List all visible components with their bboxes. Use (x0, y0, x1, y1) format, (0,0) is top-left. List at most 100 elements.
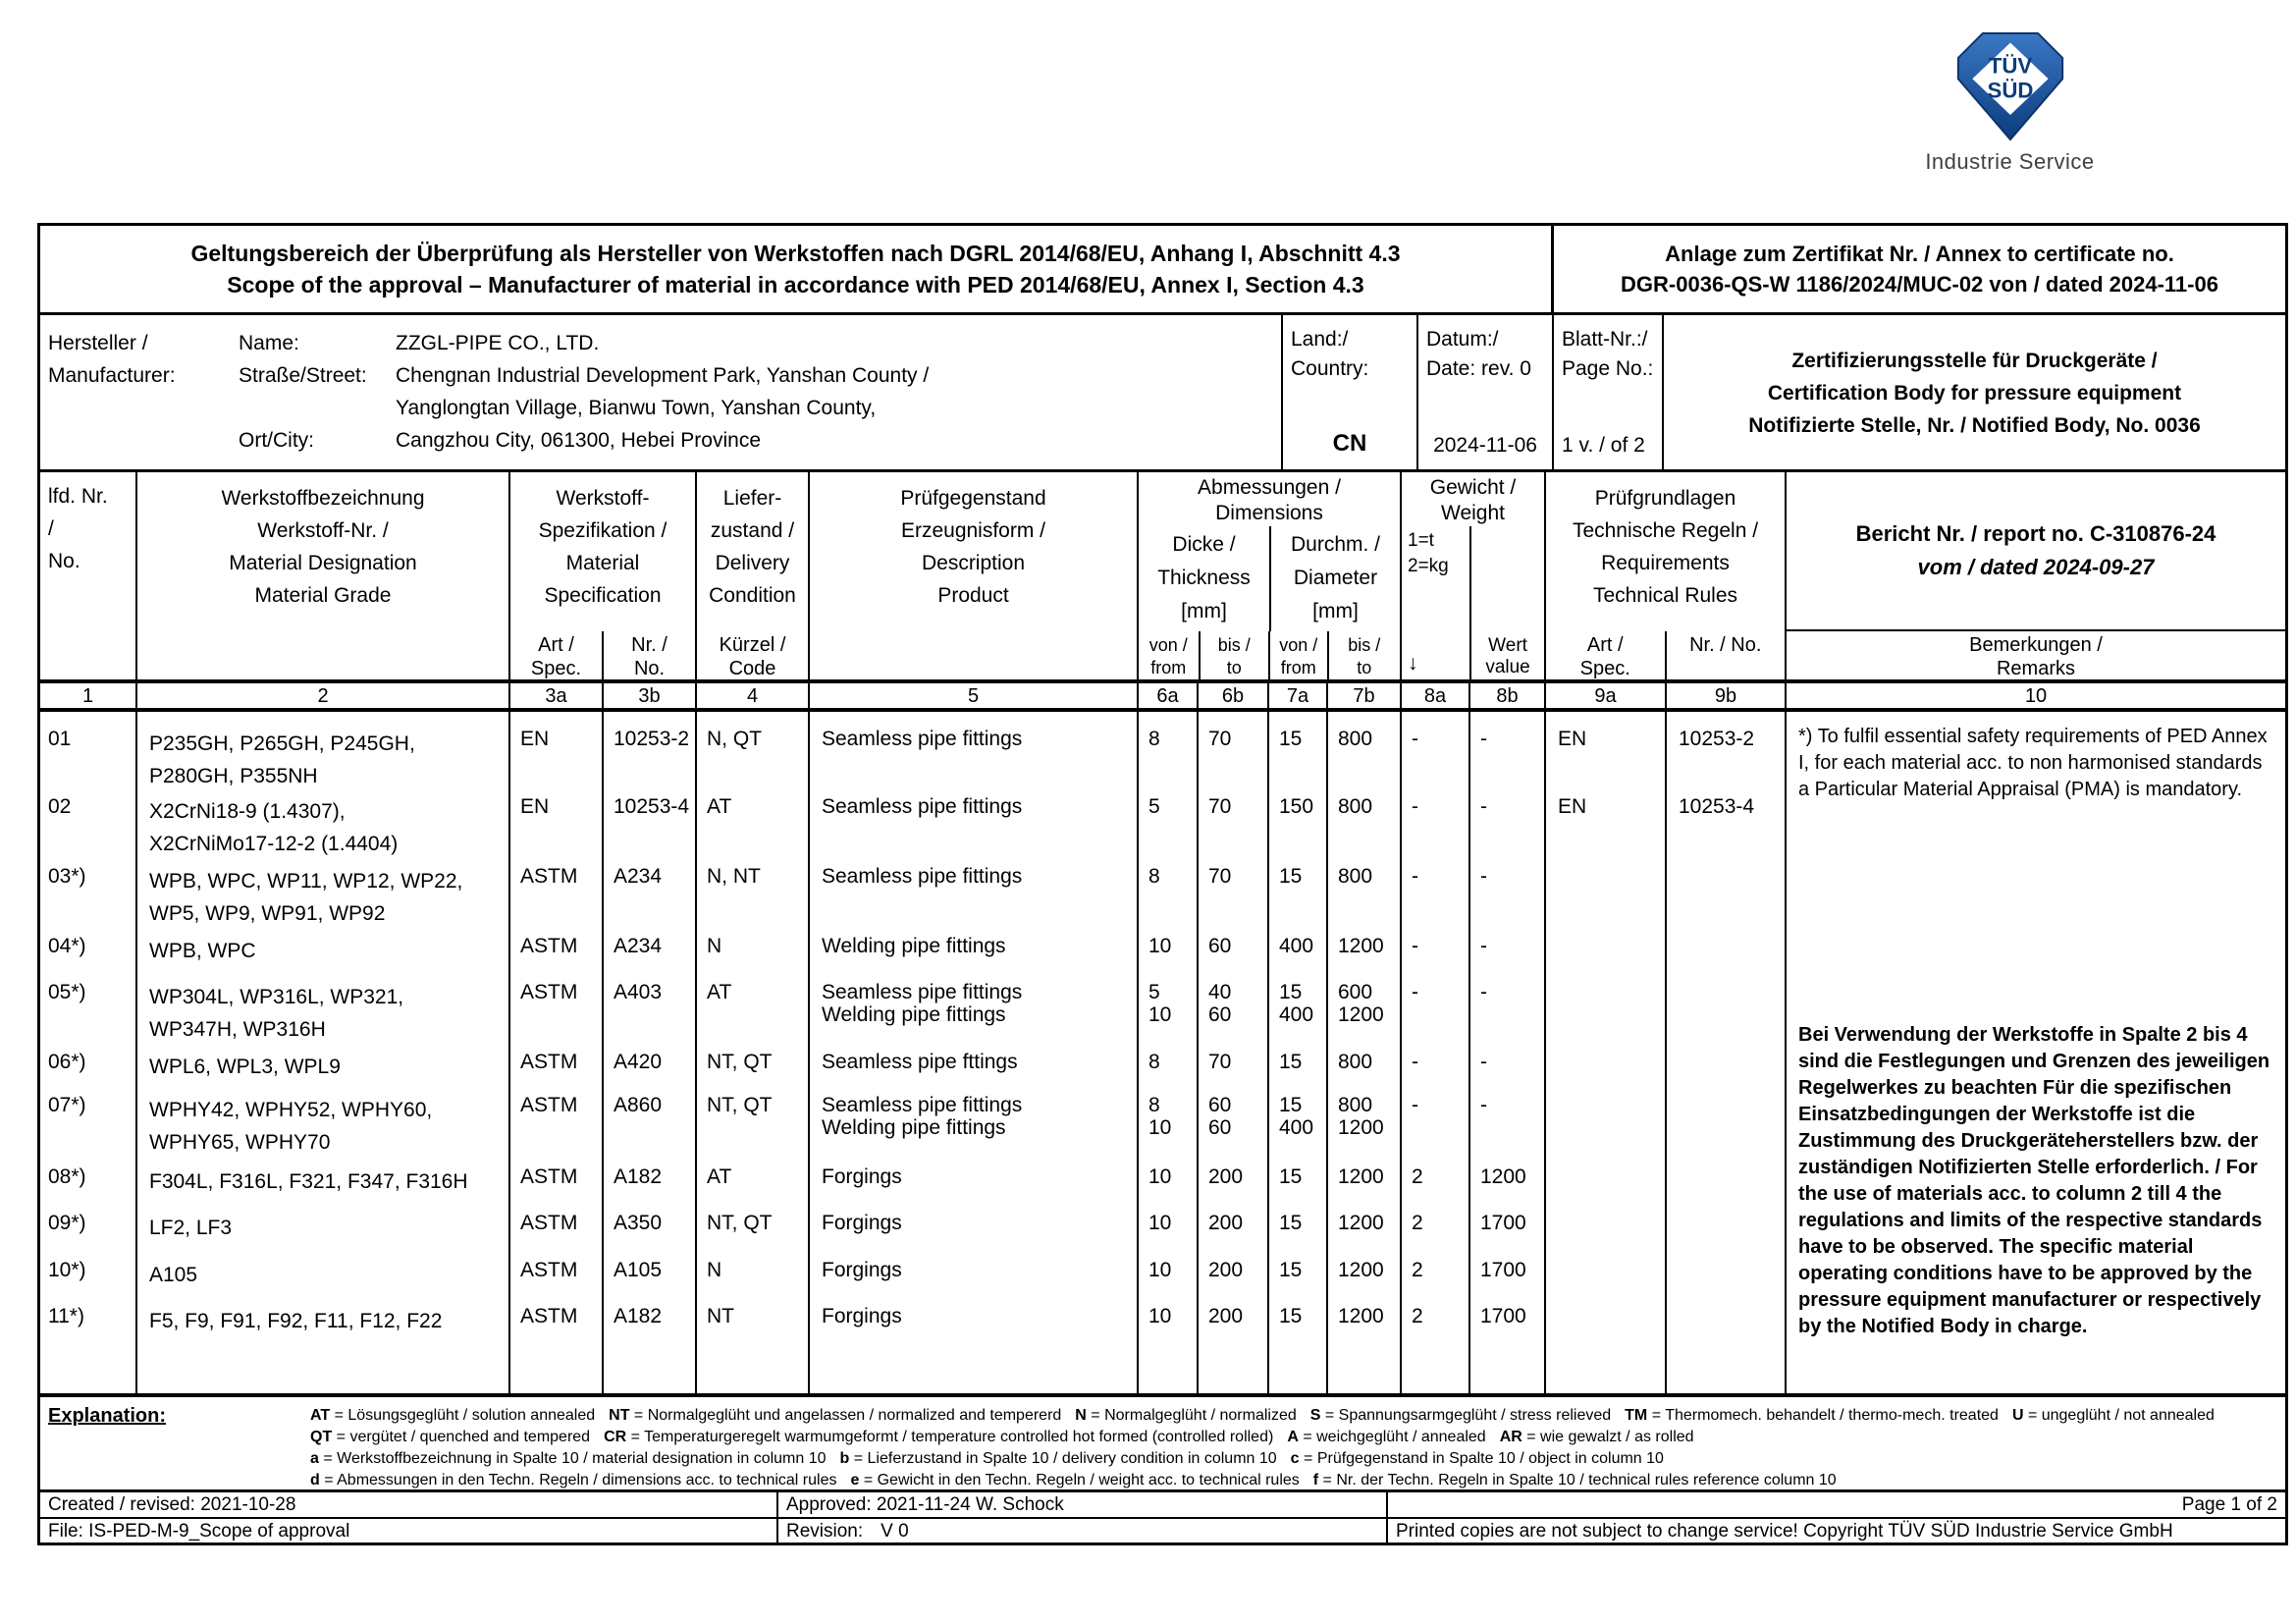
header-spec-art: Art / Spec. (530, 634, 582, 679)
report-number: Bericht Nr. / report no. C-310876-24 (1855, 521, 2216, 546)
cell-spec-no: A234 (614, 865, 663, 888)
cell-weight-value: - (1480, 1094, 1487, 1116)
header-rules-nr: Nr. / No. (1664, 631, 1786, 682)
title-de: Geltungsbereich der Überprüfung als Hers… (190, 241, 1401, 266)
cell-delivery-code: AT (707, 981, 732, 1003)
cell-diameter-to: 1200 (1338, 935, 1384, 957)
cell-thickness-from: 8 10 (1148, 1094, 1172, 1139)
city-label: Ort/City: (239, 429, 314, 452)
cell-diameter-from: 15 (1279, 1051, 1303, 1073)
explanation-key: c (1290, 1450, 1300, 1467)
cell-thickness-to: 40 60 (1208, 981, 1232, 1026)
street-value-2: Yanglongtan Village, Bianwu Town, Yansha… (396, 397, 877, 419)
cell-product: Forgings (822, 1212, 902, 1234)
header-thickness-from: von / from (1148, 635, 1188, 677)
cell-spec-type: ASTM (520, 1259, 578, 1281)
cell-product: Seamless pipe fittings Welding pipe fitt… (822, 981, 1023, 1026)
cell-diameter-to: 800 (1338, 795, 1373, 818)
cell-diameter-from: 15 (1279, 865, 1303, 888)
cell-weight-value: 1700 (1480, 1305, 1526, 1327)
column-delivery-code: N, QT AT N, NT N AT NT, QT NT, QT AT NT,… (697, 712, 810, 1393)
cell-thickness-to: 200 (1208, 1305, 1244, 1327)
cell-no: 06*) (48, 1051, 86, 1073)
cell-product: Forgings (822, 1165, 902, 1188)
cell-diameter-from: 15 400 (1279, 1094, 1314, 1139)
column-no: 01 02 03*) 04*) 05*) 06*) 07*) 08*) 09*)… (40, 712, 137, 1393)
cell-rule-type: EN (1558, 728, 1587, 750)
header-weight-group: Gewicht / Weight 1=t 2=kg ↓ Wert value (1402, 472, 1546, 682)
date-value: 2024-11-06 (1433, 434, 1537, 457)
explanation-key: AR (1499, 1429, 1522, 1445)
explanation-item: QT = vergütet / quenched and tempered (310, 1429, 591, 1445)
cell-weight-unit: 2 (1412, 1259, 1423, 1281)
column-thickness-from: 8 5 8 10 5 10 8 8 10 10 10 10 10 (1139, 712, 1199, 1393)
cell-thickness-to: 60 60 (1208, 1094, 1232, 1139)
colnum-4: 4 (697, 683, 810, 708)
cell-material: WPB, WPC, WP11, WP12, WP22, WP5, WP9, WP… (149, 870, 463, 925)
explanation-key: b (839, 1450, 850, 1467)
footer-file: File: IS-PED-M-9_Scope of approval (40, 1519, 778, 1543)
cell-delivery-code: NT, QT (707, 1094, 773, 1116)
cell-product: Seamless pipe fittings (822, 728, 1023, 750)
cell-spec-type: ASTM (520, 935, 578, 957)
cell-spec-no: A860 (614, 1094, 663, 1116)
country-label: Land:/ Country: (1291, 328, 1369, 380)
explanation-item: c = Prüfgegenstand in Spalte 10 / object… (1290, 1450, 1664, 1467)
cell-spec-type: ASTM (520, 1212, 578, 1234)
explanation-key: NT (609, 1407, 630, 1424)
title-en: Scope of the approval – Manufacturer of … (227, 272, 1364, 298)
cell-no: 08*) (48, 1165, 86, 1188)
date-cell: Datum:/ Date: rev. 0 2024-11-06 (1418, 315, 1554, 469)
cell-material: X2CrNi18-9 (1.4307), X2CrNiMo17-12-2 (1.… (149, 800, 399, 855)
cell-diameter-from: 15 (1279, 1259, 1303, 1281)
cell-thickness-to: 70 (1208, 865, 1232, 888)
cell-material: P235GH, P265GH, P245GH, P280GH, P355NH (149, 732, 415, 787)
cell-material: F5, F9, F91, F92, F11, F12, F22 (149, 1310, 443, 1332)
cell-spec-no: A420 (614, 1051, 663, 1073)
street-value-1: Chengnan Industrial Development Park, Ya… (396, 364, 930, 387)
footer-created: Created / revised: 2021-10-28 (40, 1492, 778, 1517)
footer-approved: Approved: 2021-11-24 W. Schock (778, 1492, 1388, 1517)
cell-no: 05*) (48, 981, 86, 1003)
cell-delivery-code: NT, QT (707, 1051, 773, 1073)
explanation-item: CR = Temperaturgeregelt warmumgeformt / … (604, 1429, 1274, 1445)
cell-diameter-from: 15 (1279, 1165, 1303, 1188)
colnum-10: 10 (2024, 685, 2048, 707)
header-material: Werkstoffbezeichnung Werkstoff-Nr. / Mat… (137, 472, 510, 679)
explanation-item: A = weichgeglüht / annealed (1287, 1429, 1486, 1445)
cell-thickness-from: 8 (1148, 1051, 1160, 1073)
cell-thickness-from: 8 (1148, 728, 1160, 750)
column-diameter-to: 800 800 800 1200 600 1200 800 800 1200 1… (1328, 712, 1402, 1393)
cell-spec-no: A182 (614, 1305, 663, 1327)
cell-spec-no: A403 (614, 981, 663, 1003)
colnum-7b: 7b (1328, 683, 1402, 708)
column-weight-unit: - - - - - - - 2 2 2 2 (1402, 712, 1470, 1393)
cell-thickness-to: 60 (1208, 935, 1232, 957)
cell-weight-value: 1700 (1480, 1212, 1526, 1234)
cell-diameter-to: 800 (1338, 1051, 1373, 1073)
explanation-key: U (2011, 1407, 2024, 1424)
column-material: P235GH, P265GH, P245GH, P280GH, P355NH X… (137, 712, 510, 1393)
header-remarks: Bemerkungen / Remarks (1969, 634, 2103, 679)
column-rule-no: 10253-2 10253-4 (1667, 712, 1787, 1393)
manufacturer-label: Hersteller / Manufacturer: (48, 332, 176, 387)
cell-rule-no: 10253-4 (1679, 795, 1755, 818)
column-weight-value: - - - - - - - 1200 1700 1700 1700 (1470, 712, 1546, 1393)
explanation-item: d = Abmessungen in den Techn. Regeln / d… (310, 1472, 837, 1489)
cell-weight-unit: 2 (1412, 1165, 1423, 1188)
cell-spec-type: ASTM (520, 1051, 578, 1073)
cell-spec-no: A350 (614, 1212, 663, 1234)
header-rules: Prüfgrundlagen Technische Regeln / Requi… (1572, 487, 1759, 607)
city-value: Cangzhou City, 061300, Hebei Province (396, 429, 762, 452)
header-dimensions-group: Abmessungen / Dimensions Dicke / Thickne… (1139, 472, 1402, 682)
header-weight-value: Wert value (1485, 635, 1530, 677)
explanation-label: Explanation: (48, 1405, 167, 1427)
cell-diameter-from: 15 (1279, 728, 1303, 750)
footer-copyright: Printed copies are not subject to change… (1396, 1521, 2173, 1542)
cell-weight-unit: - (1412, 1051, 1418, 1073)
cell-weight-unit: 2 (1412, 1212, 1423, 1234)
explanation-line: QT = vergütet / quenched and tempered CR … (310, 1427, 2279, 1448)
colnum-9a: 9a (1546, 683, 1667, 708)
cell-material: F304L, F316L, F321, F347, F316H (149, 1170, 468, 1193)
footer-page: Page 1 of 2 (2181, 1494, 2277, 1515)
